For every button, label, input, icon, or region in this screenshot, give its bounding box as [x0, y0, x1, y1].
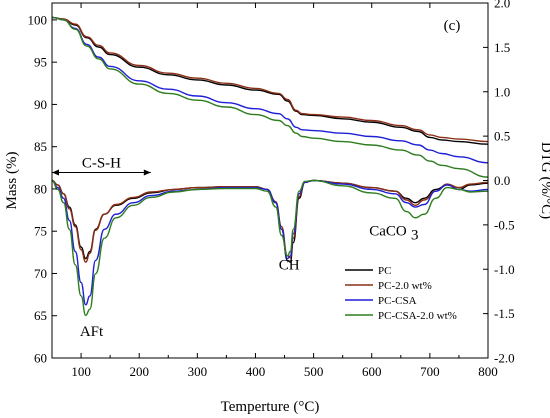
- series-line-pc-2-0-wt--left: [51, 16, 489, 143]
- y-right-axis-label: DTG (%/°C): [538, 142, 550, 219]
- y-left-tick-label: 75: [34, 224, 47, 239]
- legend-label: PC-2.0 wt%: [378, 280, 432, 292]
- series-line-pc-csa-2-0-wt--right: [51, 179, 489, 317]
- y-right-tick-label: 0.5: [494, 129, 510, 144]
- legend-label: PC-CSA-2.0 wt%: [378, 310, 457, 322]
- series-line-pc-2-0-wt--right: [51, 179, 489, 263]
- y-left-tick-label: 60: [34, 351, 47, 366]
- axes-layer: 100 200 300 400 500 600 700 800 60 65 70 75 80 85 90 95…: [4, 0, 550, 415]
- y-right-tick-label: -1.0: [494, 262, 515, 277]
- y-right-tick-label: 1.0: [494, 84, 510, 99]
- panel-label: (c): [444, 18, 461, 34]
- y-left-tick-label: 70: [34, 266, 47, 281]
- series-line-pc-csa-left: [51, 16, 489, 164]
- x-tick-label: 400: [246, 364, 266, 379]
- csh-arrow-right: [143, 169, 151, 176]
- y-left-tick-label: 80: [34, 181, 47, 196]
- series-layer: [51, 16, 489, 317]
- legend-item[interactable]: PC-CSA: [345, 295, 417, 307]
- y-left-tick-label: 90: [34, 97, 47, 112]
- y-left-tick-label: 95: [34, 55, 47, 70]
- x-tick-label: 100: [71, 364, 91, 379]
- y-left-tick-label: 100: [28, 12, 48, 27]
- caco3-subscript: 3: [411, 228, 419, 244]
- legend-item[interactable]: PC-2.0 wt%: [345, 280, 432, 292]
- legend-label: PC: [378, 265, 391, 277]
- x-tick-label: 200: [129, 364, 149, 379]
- ch-label: CH: [279, 257, 300, 273]
- y-right-tick-label: 1.5: [494, 40, 510, 55]
- x-tick-label: 500: [304, 364, 324, 379]
- aft-label: AFt: [80, 324, 104, 340]
- legend-item[interactable]: PC-CSA-2.0 wt%: [345, 310, 457, 322]
- y-right-tick-label: -0.5: [494, 217, 515, 232]
- series-line-pc-left: [51, 16, 489, 145]
- x-tick-label: 700: [420, 364, 440, 379]
- caco3-label: CaCO: [369, 224, 407, 240]
- csh-label: C-S-H: [82, 156, 121, 172]
- legend[interactable]: PC PC-2.0 wt% PC-CSA PC-CSA-2.0 wt%: [345, 265, 457, 322]
- series-line-pc-csa-right: [51, 179, 489, 306]
- legend-label: PC-CSA: [378, 295, 417, 307]
- legend-item[interactable]: PC: [345, 265, 391, 277]
- y-left-tick-label: 65: [34, 308, 47, 323]
- x-tick-label: 800: [478, 364, 498, 379]
- series-line-pc-csa-2-0-wt--left: [51, 16, 489, 178]
- y-right-tick-label: 0.0: [494, 173, 510, 188]
- x-tick-label: 600: [362, 364, 382, 379]
- x-axis-label: Temperture (°C): [221, 399, 320, 415]
- y-right-tick-label: -2.0: [494, 351, 515, 366]
- y-left-axis-label: Mass (%): [4, 152, 20, 210]
- y-left-tick-label: 85: [34, 139, 47, 154]
- annotations: (c) C-S-H AFt CH CaCO 3: [52, 18, 460, 340]
- csh-arrow-left: [52, 169, 59, 176]
- y-right-tick-label: 2.0: [494, 0, 510, 11]
- x-tick-label: 300: [188, 364, 208, 379]
- y-right-tick-label: -1.5: [494, 306, 515, 321]
